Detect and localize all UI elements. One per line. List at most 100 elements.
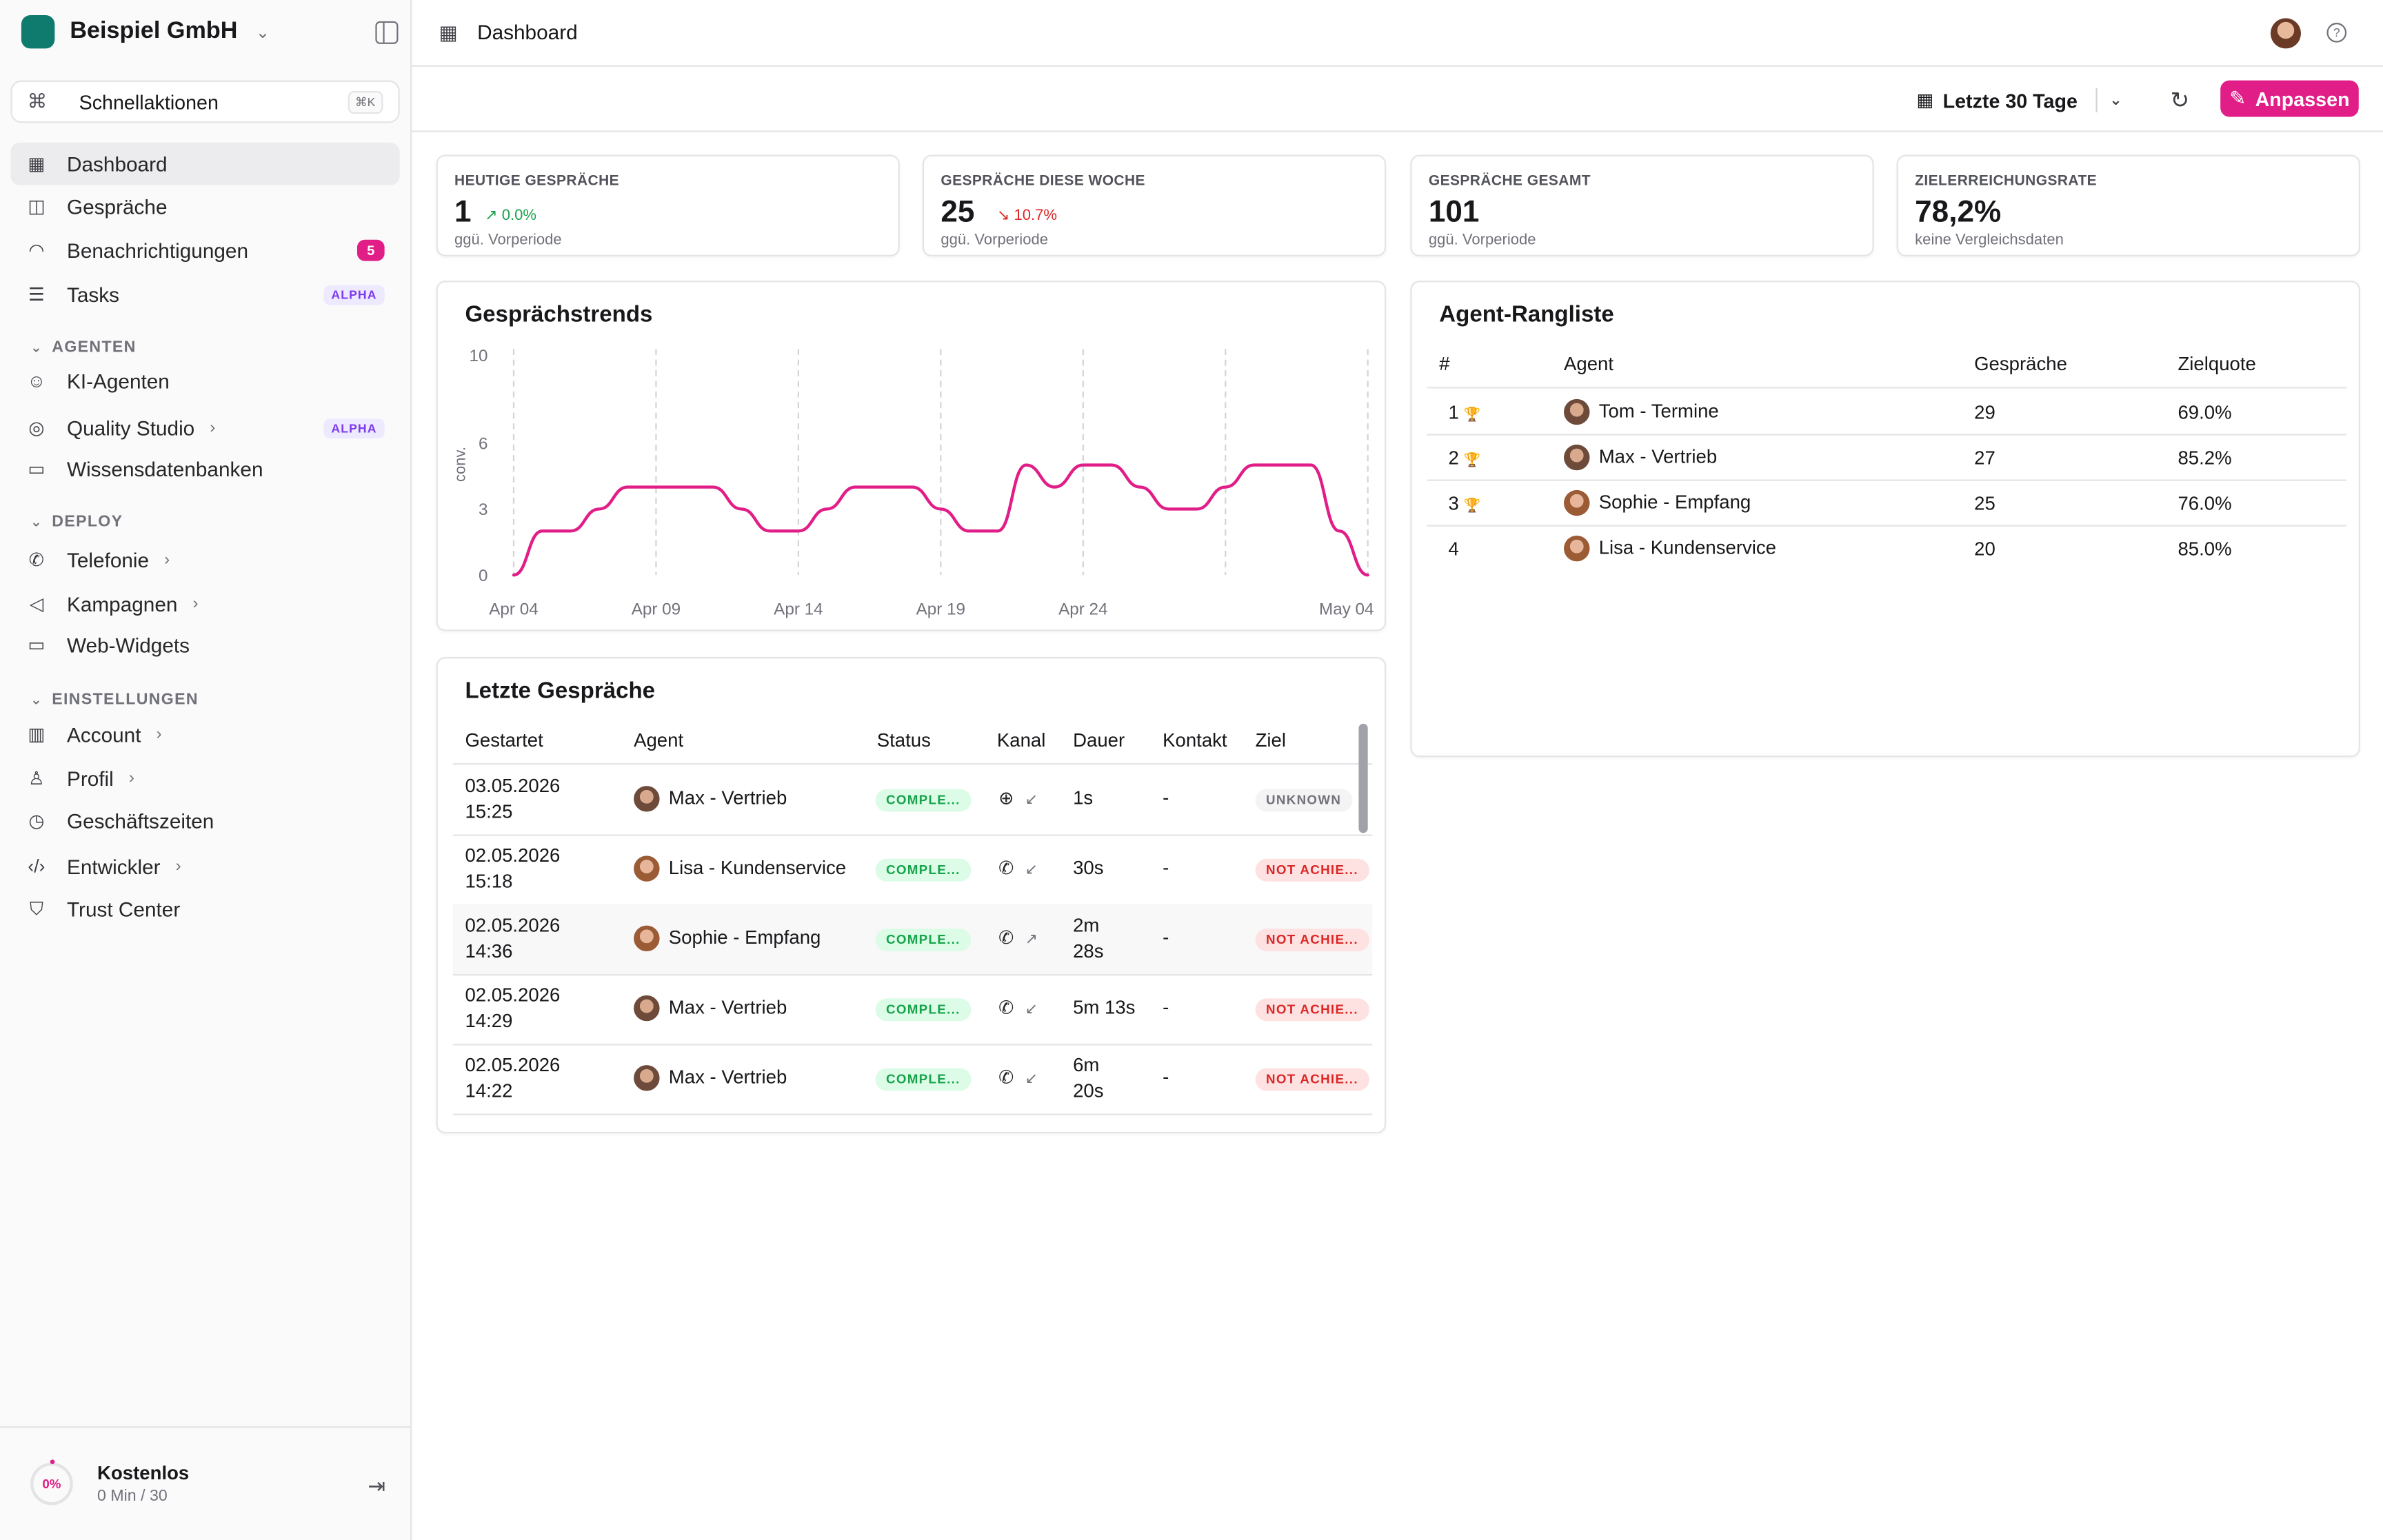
rank-number: 2 bbox=[1448, 447, 1459, 469]
logout-icon[interactable]: ⇥ bbox=[368, 1473, 386, 1498]
channel-cell: ✆ ↙ bbox=[998, 1065, 1038, 1093]
main-content: ▦ Dashboard ? ▦ Letzte 30 Tage ⌄ ↻ ✎ Anp… bbox=[412, 0, 2383, 1540]
channel-cell: ✆ ↙ bbox=[998, 855, 1038, 883]
started-date: 03.05.2026 bbox=[465, 775, 561, 797]
column-header[interactable]: Agent bbox=[1564, 353, 1614, 375]
column-header[interactable]: Kontakt bbox=[1163, 729, 1227, 751]
trophy-icon: 🏆 bbox=[1463, 497, 1481, 513]
avatar bbox=[634, 1065, 660, 1091]
direction-icon: ↗ bbox=[1025, 931, 1038, 949]
stat-card-goal-rate: ZIELERREICHUNGSRATE 78,2% keine Vergleic… bbox=[1896, 154, 2360, 256]
date-range-select[interactable]: ▦ Letzte 30 Tage ⌄ bbox=[1916, 85, 2122, 115]
trophy-icon: 🏆 bbox=[1463, 406, 1481, 422]
avatar[interactable] bbox=[2270, 18, 2302, 49]
sidebar-item-account[interactable]: ▥ Account › bbox=[10, 713, 399, 756]
chart-title: Gesprächstrends bbox=[465, 301, 653, 328]
agent-cell: Tom - Termine bbox=[1564, 399, 1719, 425]
started-time: 15:25 bbox=[465, 801, 513, 822]
notification-count-badge: 5 bbox=[356, 239, 385, 261]
stat-card-week: GESPRÄCHE DIESE WOCHE 25 ↘ 10.7% ggü. Vo… bbox=[922, 154, 1387, 256]
sidebar-item-trust-center[interactable]: ⛉ Trust Center bbox=[10, 888, 399, 931]
sidebar-item-quality-studio[interactable]: ◎ Quality Studio › ALPHA bbox=[10, 407, 399, 449]
help-icon[interactable]: ? bbox=[2326, 23, 2347, 43]
sidebar-item-tasks[interactable]: ☰ Tasks ALPHA bbox=[10, 273, 399, 316]
column-header[interactable]: Kanal bbox=[996, 729, 1046, 751]
agent-name: Sophie - Empfang bbox=[1598, 492, 1751, 513]
direction-icon: ↙ bbox=[1025, 791, 1038, 809]
sidebar-item-profil[interactable]: ♙ Profil › bbox=[10, 757, 399, 800]
duration-cell: 5m 13s bbox=[1073, 997, 1136, 1018]
rank-number: 4 bbox=[1448, 538, 1459, 560]
column-header[interactable]: Ziel bbox=[1255, 729, 1287, 751]
sidebar-toggle-icon[interactable] bbox=[375, 21, 399, 44]
column-header[interactable]: Dauer bbox=[1073, 729, 1125, 751]
goal-badge: UNKNOWN bbox=[1255, 789, 1352, 812]
goal-badge: NOT ACHIE... bbox=[1255, 858, 1369, 882]
y-axis-label: conv. bbox=[451, 447, 468, 482]
sidebar-item-wissensdatenbanken[interactable]: ▭ Wissensdatenbanken bbox=[10, 447, 399, 490]
sidebar-item-kampagnen[interactable]: ◁ Kampagnen › bbox=[10, 582, 399, 625]
scrollbar[interactable] bbox=[1358, 723, 1368, 833]
quick-actions-button[interactable]: ⌘ Schnellaktionen ⌘K bbox=[10, 80, 400, 123]
rate-cell: 85.0% bbox=[2178, 538, 2232, 560]
trend-chart-card: Gesprächstrends 0 3 6 10 conv. Apr 04 Apr 09 Ap… bbox=[436, 281, 1387, 631]
started-cell: 02.05.2026 14:36 bbox=[465, 913, 560, 965]
sidebar-item-web-widgets[interactable]: ▭ Web-Widgets bbox=[10, 624, 399, 667]
pencil-icon: ✎ bbox=[2229, 86, 2246, 110]
stat-change: ↗ 0.0% bbox=[485, 207, 536, 225]
chevron-down-icon: ⌄ bbox=[30, 338, 43, 354]
sidebar-item-telefonie[interactable]: ✆ Telefonie › bbox=[10, 538, 399, 581]
y-tick-label: 3 bbox=[479, 500, 487, 519]
sidebar-item-label: Tasks bbox=[66, 283, 120, 306]
building-icon: ▥ bbox=[28, 723, 46, 745]
sidebar-item-label: Kampagnen bbox=[66, 592, 178, 616]
rank-cell: 1 🏆 bbox=[1449, 401, 1481, 428]
agent-cell: Max - Vertrieb bbox=[634, 995, 787, 1022]
sidebar-item-label: Trust Center bbox=[66, 897, 181, 920]
agent-name: Lisa - Kundenservice bbox=[668, 857, 847, 879]
chevron-right-icon: › bbox=[156, 725, 162, 744]
user-icon: ♙ bbox=[28, 767, 45, 789]
column-header[interactable]: Gestartet bbox=[465, 729, 543, 751]
section-einstellungen[interactable]: ⌄ EINSTELLUNGEN bbox=[30, 690, 199, 708]
avatar bbox=[634, 926, 660, 952]
refresh-icon[interactable]: ↻ bbox=[2170, 88, 2190, 114]
divider bbox=[452, 1113, 1373, 1115]
sidebar-item-label: Entwickler bbox=[66, 855, 161, 878]
x-tick-label: Apr 24 bbox=[1058, 600, 1107, 618]
column-header[interactable]: Zielquote bbox=[2178, 353, 2256, 375]
stat-value: 1 bbox=[454, 195, 472, 230]
rate-cell: 85.2% bbox=[2178, 447, 2232, 469]
sidebar-item-label: Account bbox=[66, 722, 141, 746]
sidebar-item-geschaeftszeiten[interactable]: ◷ Geschäftszeiten bbox=[10, 800, 399, 842]
avatar bbox=[1564, 399, 1590, 425]
direction-icon: ↙ bbox=[1025, 1071, 1038, 1088]
agent-cell: Max - Vertrieb bbox=[1564, 445, 1717, 471]
sidebar-item-ki-agenten[interactable]: ☺ KI-Agenten bbox=[10, 360, 399, 403]
section-deploy[interactable]: ⌄ DEPLOY bbox=[30, 513, 123, 531]
status-badge: COMPLE... bbox=[875, 929, 972, 952]
trophy-icon: 🏆 bbox=[1463, 452, 1481, 467]
org-switcher[interactable]: Beispiel GmbH ⌄ bbox=[21, 15, 270, 49]
bell-icon: ◠ bbox=[28, 239, 45, 261]
alpha-badge: ALPHA bbox=[323, 418, 385, 438]
card-title: Letzte Gespräche bbox=[465, 678, 656, 705]
column-header[interactable]: Gespräche bbox=[1974, 353, 2067, 375]
column-header[interactable]: Status bbox=[876, 729, 931, 751]
sidebar-item-entwickler[interactable]: ‹/› Entwickler › bbox=[10, 845, 399, 888]
customize-button[interactable]: ✎ Anpassen bbox=[2220, 80, 2359, 117]
x-tick-label: Apr 04 bbox=[489, 600, 538, 618]
chevron-right-icon: › bbox=[210, 418, 216, 437]
started-time: 14:29 bbox=[465, 1010, 513, 1032]
calls-cell: 20 bbox=[1974, 538, 1995, 560]
clock-icon: ◷ bbox=[28, 810, 45, 832]
dashboard-icon: ▦ bbox=[439, 20, 458, 43]
column-header[interactable]: # bbox=[1439, 353, 1450, 375]
sidebar-item-label: KI-Agenten bbox=[66, 369, 170, 392]
sidebar-item-gespraeche[interactable]: ◫ Gespräche bbox=[10, 185, 399, 228]
section-agenten[interactable]: ⌄ AGENTEN bbox=[30, 338, 137, 356]
sidebar-item-dashboard[interactable]: ▦ Dashboard bbox=[10, 142, 400, 185]
sidebar-item-benachrichtigungen[interactable]: ◠ Benachrichtigungen 5 bbox=[10, 229, 399, 272]
duration-part: 28s bbox=[1073, 940, 1104, 962]
column-header[interactable]: Agent bbox=[634, 729, 684, 751]
